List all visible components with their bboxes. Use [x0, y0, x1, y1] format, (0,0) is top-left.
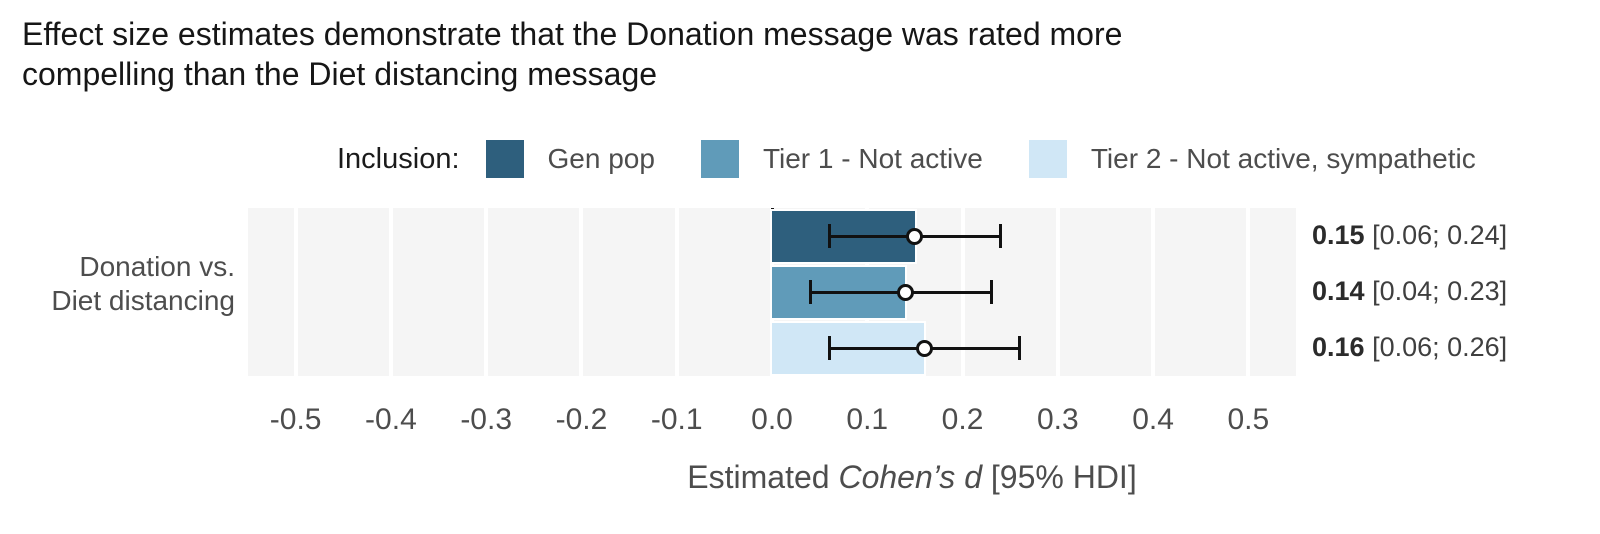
x-tick-label-0: 0.0 [751, 403, 793, 436]
legend-swatch-3 [1028, 140, 1067, 178]
gridline--0.3 [484, 208, 489, 376]
legend-swatch-2 [700, 140, 739, 178]
value-label-estimate-3: 0.16 [1312, 332, 1365, 362]
x-axis-title-suffix: [95% HDI] [981, 459, 1137, 495]
x-axis-title-prefix: Estimated [687, 459, 839, 495]
x-tick-label--0.4: -0.4 [365, 403, 417, 436]
x-tick-label--0.2: -0.2 [555, 403, 608, 436]
errorbar-cap-low-2 [808, 280, 812, 304]
gridline-0.5 [1246, 208, 1251, 376]
value-label-estimate-2: 0.14 [1312, 276, 1365, 306]
x-tick-label--0.1: -0.1 [650, 403, 703, 436]
x-tick-label--0.5: -0.5 [269, 403, 322, 436]
x-tick-label-0.5: 0.5 [1227, 403, 1270, 436]
x-tick-label-0.2: 0.2 [941, 403, 984, 436]
gridline-0.4 [1151, 208, 1156, 376]
point-estimate-marker-3 [915, 339, 933, 357]
legend-label-2: Tier 1 - Not active [762, 143, 983, 174]
value-label-estimate-1: 0.15 [1312, 220, 1365, 250]
errorbar-cap-low-3 [827, 336, 831, 360]
gridline--0.4 [388, 208, 393, 376]
x-axis-title: Estimated Cohen’s d [95% HDI] [687, 459, 1136, 496]
gridline--0.5 [293, 208, 298, 376]
errorbar-cap-high-2 [989, 280, 993, 304]
point-estimate-marker-2 [896, 283, 914, 301]
point-estimate-marker-1 [906, 227, 924, 245]
x-tick-label-0.4: 0.4 [1132, 403, 1174, 436]
x-tick-label-0.3: 0.3 [1036, 403, 1079, 436]
errorbar-cap-high-3 [1018, 336, 1022, 360]
legend-label-1: Gen pop [547, 143, 655, 174]
gridline-0.3 [1055, 208, 1060, 376]
value-label-1: 0.15 [0.06; 0.24] [1312, 220, 1508, 250]
plot-panel [248, 208, 1296, 376]
errorbar-cap-high-1 [999, 224, 1003, 248]
chart-title-line1: Effect size estimates demonstrate that t… [22, 16, 1123, 52]
legend-swatch-1 [485, 140, 524, 178]
y-axis-group-label-line2: Diet distancing [51, 285, 235, 316]
legend: Inclusion: Gen pop Tier 1 - Not active Tie… [337, 139, 1522, 179]
x-tick-label--0.3: -0.3 [460, 403, 513, 436]
x-axis-title-italic: Cohen’s d [838, 459, 982, 495]
chart-title-line2: compelling than the Diet distancing mess… [22, 56, 658, 92]
chart-title: Effect size estimates demonstrate that t… [22, 14, 1122, 94]
x-tick-label-0.1: 0.1 [846, 403, 889, 436]
legend-title: Inclusion: [337, 142, 460, 175]
gridline--0.1 [674, 208, 679, 376]
errorbar-cap-low-1 [827, 224, 831, 248]
gridline--0.2 [579, 208, 584, 376]
y-axis-group-label-line1: Donation vs. [79, 251, 235, 282]
value-label-3: 0.16 [0.06; 0.26] [1312, 332, 1508, 362]
value-label-2: 0.14 [0.04; 0.23] [1312, 276, 1508, 306]
legend-label-3: Tier 2 - Not active, sympathetic [1090, 143, 1476, 174]
y-axis-group-label: Donation vs. Diet distancing [51, 250, 235, 318]
